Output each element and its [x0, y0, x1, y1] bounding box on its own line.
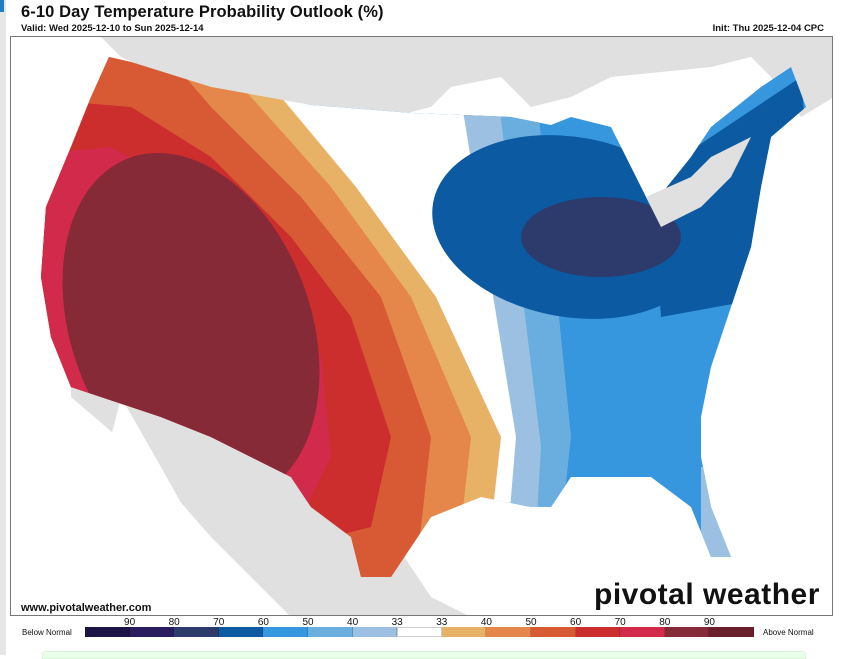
- side-strip: [0, 0, 6, 655]
- legend-tick: 33: [391, 617, 403, 628]
- legend-colorbar: [85, 627, 754, 637]
- legend-swatch: [174, 627, 219, 637]
- legend-tick: 70: [213, 617, 225, 628]
- legend-swatch: [664, 627, 710, 637]
- legend: Below Normal 90 80 70 60 50 40 33 33 40 …: [0, 617, 844, 643]
- legend-swatch: [352, 627, 398, 637]
- legend-tick: 80: [659, 617, 671, 628]
- side-tab: [0, 0, 4, 12]
- page-title: 6-10 Day Temperature Probability Outlook…: [21, 3, 384, 21]
- legend-tick: 50: [302, 617, 314, 628]
- legend-tick: 60: [570, 617, 582, 628]
- legend-tick: 80: [168, 617, 180, 628]
- legend-ticks: 90 80 70 60 50 40 33 33 40 50 60 70 80 9…: [85, 617, 755, 628]
- legend-tick: 70: [614, 617, 626, 628]
- map-svg: [11, 37, 832, 615]
- init-date: Init: Thu 2025-12-04 CPC: [712, 23, 824, 34]
- watermark: www.pivotalweather.com: [21, 602, 152, 614]
- legend-tick: 40: [347, 617, 359, 628]
- legend-swatch: [620, 627, 665, 637]
- legend-swatch: [486, 627, 531, 637]
- legend-tick: 90: [703, 617, 715, 628]
- outlook-map: [10, 36, 833, 616]
- legend-swatch: [307, 627, 353, 637]
- legend-swatch: [218, 627, 264, 637]
- legend-swatch: [575, 627, 621, 637]
- legend-tick: 50: [525, 617, 537, 628]
- legend-above-label: Above Normal: [763, 628, 814, 637]
- legend-swatch: [129, 627, 175, 637]
- legend-swatch: [263, 627, 308, 637]
- legend-tick: 33: [436, 617, 448, 628]
- legend-swatch: [85, 627, 130, 637]
- legend-swatch: [441, 627, 487, 637]
- bottom-banner: [42, 651, 806, 659]
- legend-swatch: [397, 627, 442, 637]
- valid-dates: Valid: Wed 2025-12-10 to Sun 2025-12-14: [21, 23, 204, 34]
- legend-below-label: Below Normal: [22, 628, 72, 637]
- legend-tick: 40: [480, 617, 492, 628]
- legend-swatch: [530, 627, 576, 637]
- legend-tick: 60: [257, 617, 269, 628]
- brand-logo: pivotal weather: [594, 578, 820, 611]
- legend-swatch: [709, 627, 754, 637]
- legend-tick: 90: [124, 617, 136, 628]
